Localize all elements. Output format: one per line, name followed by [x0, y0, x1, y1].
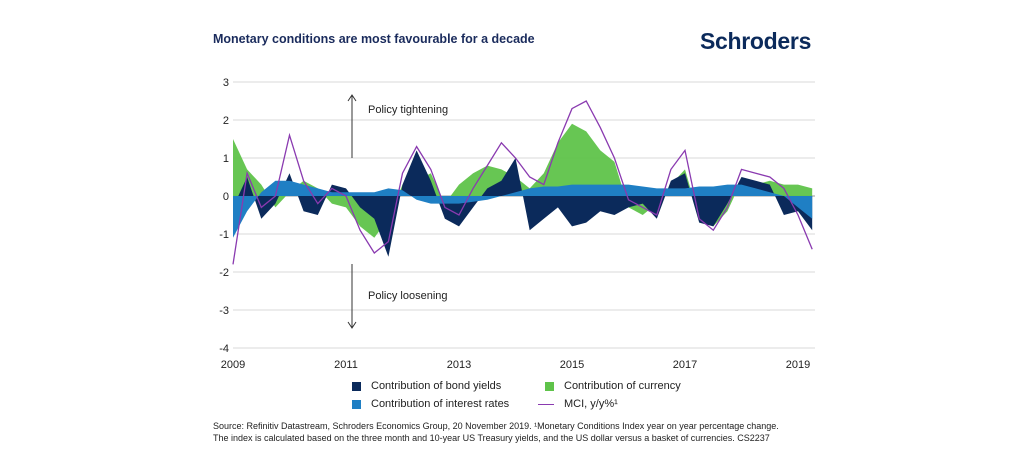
y-tick-label: -1 [219, 229, 229, 241]
area-series-interest-rates [233, 180, 813, 238]
x-tick-label: 2017 [673, 359, 697, 371]
y-tick-label: -2 [219, 267, 229, 279]
y-tick-label: 3 [223, 77, 229, 89]
mci-line [232, 100, 813, 265]
x-tick-label: 2019 [786, 359, 810, 371]
gridlines [233, 81, 815, 349]
legend-item-currency: Contribution of currency [545, 380, 681, 392]
x-tick-label: 2013 [447, 359, 471, 371]
up-arrowhead-icon [347, 94, 357, 102]
x-axis-ticks: 2009 2011 2013 2015 2017 2019 [221, 359, 811, 371]
area-series [233, 123, 813, 257]
legend-item-interest-rates: Contribution of interest rates [352, 398, 509, 410]
bond-yields-swatch-icon [352, 381, 361, 391]
mci-line-series [232, 100, 813, 265]
down-arrowhead-icon [347, 321, 357, 329]
y-tick-label: 1 [223, 153, 229, 165]
schroders-logo: Schroders [700, 28, 812, 54]
y-tick-label: 0 [223, 191, 229, 203]
y-axis-ticks: 3 2 1 0 -1 -2 -3 -4 [219, 77, 229, 355]
interest-rates-swatch-icon [352, 399, 361, 409]
legend-item-bond-yields: Contribution of bond yields [352, 380, 501, 392]
x-tick-label: 2011 [334, 359, 358, 371]
annotation-loosening-label: Policy loosening [368, 290, 448, 302]
y-tick-label: 2 [223, 115, 229, 127]
mci-line-swatch-icon [538, 403, 554, 405]
x-tick-label: 2009 [221, 359, 245, 371]
area-series-currency [233, 123, 813, 238]
annotation-loosening: Policy loosening [347, 264, 448, 329]
area-series-bond-yields [233, 150, 813, 257]
x-tick-label: 2015 [560, 359, 584, 371]
chart-title: Monetary conditions are most favourable … [213, 32, 535, 46]
annotation-tightening: Policy tightening [347, 94, 448, 158]
y-tick-label: -3 [219, 305, 229, 317]
annotation-tightening-label: Policy tightening [368, 104, 448, 116]
source-note: Source: Refinitiv Datastream, Schroders … [213, 421, 779, 443]
y-tick-label: -4 [219, 343, 229, 355]
legend-item-mci: MCI, y/y%¹ [538, 398, 618, 410]
currency-swatch-icon [545, 381, 554, 391]
